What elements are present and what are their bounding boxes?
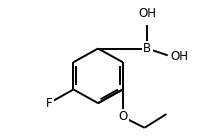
Text: OH: OH: [138, 7, 156, 20]
Text: B: B: [143, 42, 151, 55]
Text: OH: OH: [170, 50, 189, 63]
Text: O: O: [118, 110, 127, 123]
Text: F: F: [46, 97, 52, 110]
